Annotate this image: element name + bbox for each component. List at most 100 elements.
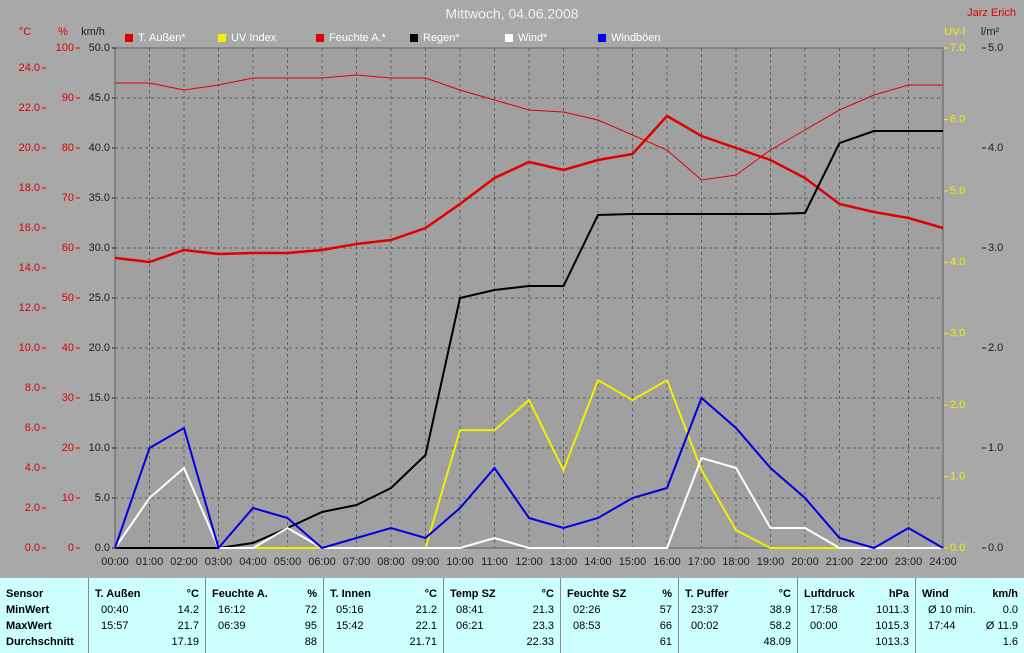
cell-value: Ø 11.9 [985,620,1018,632]
cell-time: 00:00 [810,620,838,632]
axis-title: km/h [81,26,105,38]
table-column: T. Innen °C 05:16 21.2 15:42 22.1 21.71 [323,578,443,653]
column-unit: °C [186,588,199,600]
column-header: Luftdruck [804,588,855,600]
y-tick-label: 90 [62,92,74,104]
table-column: Sensor MinWert MaxWert Durchschnitt [0,578,88,653]
x-tick-label: 11:00 [481,556,508,568]
cell-value: 1015.3 [875,620,909,632]
column-unit: °C [778,588,791,600]
y-tick-label: 16.0 [19,222,40,234]
y-tick-label: 4.0 [988,142,1003,154]
legend-swatch [598,34,606,42]
x-tick-label: 24:00 [929,556,957,568]
cell-value: 1013.3 [875,636,909,648]
table-column: Luftdruck hPa 17:58 1011.3 00:00 1015.3 1013.3 [797,578,915,653]
cell-value: 0.0 [1002,604,1018,616]
cell-time: Ø 10 min. [928,604,976,616]
cell-time: 00:02 [691,620,719,632]
table-column: Feuchte SZ% 02:26 57 08:53 66 61 [560,578,678,653]
y-tick-label: 0 [68,542,74,554]
y-tick-label: 1.0 [988,442,1003,454]
series-line [115,130,943,549]
axis-title: °C [19,26,31,38]
x-tick-label: 09:00 [412,556,440,568]
table-column: Feuchte A.% 16:12 72 06:39 95 88 [205,578,323,653]
y-tick-label: 22.0 [19,102,40,114]
series-line [115,74,943,181]
x-tick-label: 12:00 [515,556,543,568]
series-line [114,456,943,549]
cell-time: 23:37 [691,604,719,616]
stats-table: Sensor MinWert MaxWert Durchschnitt T. Außen… [0,578,1024,653]
x-tick-label: 17:00 [688,556,716,568]
legend-label: Feuchte A.* [329,32,387,44]
cell-value: 22.33 [526,636,554,648]
column-unit: % [662,588,672,600]
cell-time: 17:44 [928,620,956,632]
legend-swatch [125,34,133,42]
y-tick-label: 2.0 [25,502,40,514]
cell-value: 48.09 [763,636,791,648]
x-tick-label: 01:00 [136,556,164,568]
y-tick-label: 45.0 [89,92,110,104]
legend-label: T. Außen* [138,32,186,44]
x-tick-label: 03:00 [205,556,233,568]
cell-time: 15:57 [101,620,129,632]
y-tick-label: 8.0 [25,382,40,394]
row-label: MaxWert [6,620,52,632]
cell-value: 1.6 [1002,636,1018,648]
y-tick-label: 0.0 [988,542,1003,554]
x-tick-label: 02:00 [170,556,198,568]
cell-value: 58.2 [769,620,791,632]
chart: Mittwoch, 04.06.2008 Jarz Erich 00:00 01:… [19,6,1016,568]
y-tick-label: 50 [62,292,74,304]
cell-time: 06:39 [218,620,246,632]
column-header: Feuchte A. [212,588,268,600]
y-tick-label: 5.0 [988,42,1003,54]
axis-title: UV-I [944,26,965,38]
y-tick-label: 3.0 [988,242,1003,254]
column-unit: km/h [992,588,1018,600]
y-tick-label: 35.0 [89,192,110,204]
cell-value: 61 [659,636,672,648]
column-unit: % [307,588,317,600]
y-tick-label: 40.0 [89,142,110,154]
row-label: MinWert [6,604,50,616]
x-tick-label: 13:00 [550,556,578,568]
legend-label: Regen* [423,32,460,44]
x-tick-label: 00:00 [101,556,129,568]
y-tick-label: 50.0 [89,42,110,54]
x-tick-label: 06:00 [308,556,336,568]
column-header: Feuchte SZ [567,588,627,600]
legend-swatch [505,34,513,42]
table-column: T. Puffer °C 23:37 38.9 00:02 58.2 48.09 [678,578,797,653]
x-tick-label: 23:00 [895,556,923,568]
y-tick-label: 80 [62,142,74,154]
column-unit: °C [541,588,554,600]
series-line [114,114,944,264]
table-column: Wind km/h Ø 10 min. 0.0 17:44 Ø 11.9 1.6 [915,578,1024,653]
y-tick-label: 10.0 [19,342,40,354]
cell-time: 08:41 [456,604,484,616]
cell-value: 95 [304,620,317,632]
y-tick-label: 0.0 [95,542,110,554]
legend-label: UV Index [231,32,277,44]
y-tick-label: 20.0 [19,142,40,154]
cell-value: 14.2 [177,604,199,616]
cell-value: 66 [659,620,672,632]
y-tick-label: 5.0 [95,492,110,504]
x-tick-label: 04:00 [239,556,267,568]
cell-time: 06:21 [456,620,484,632]
y-tick-label: 6.0 [950,113,965,125]
x-tick-label: 22:00 [860,556,888,568]
axis-title: l/m² [981,26,1000,38]
cell-value: 21.71 [409,636,437,648]
cell-value: 21.7 [177,620,199,632]
table-column: T. Außen °C 00:40 14.2 15:57 21.7 17.19 [88,578,205,653]
legend-label: Windböen [611,32,661,44]
y-tick-label: 24.0 [19,62,40,74]
y-tick-label: 7.0 [950,42,965,54]
y-tick-label: 10.0 [89,442,110,454]
row-label: Durchschnitt [6,636,74,648]
